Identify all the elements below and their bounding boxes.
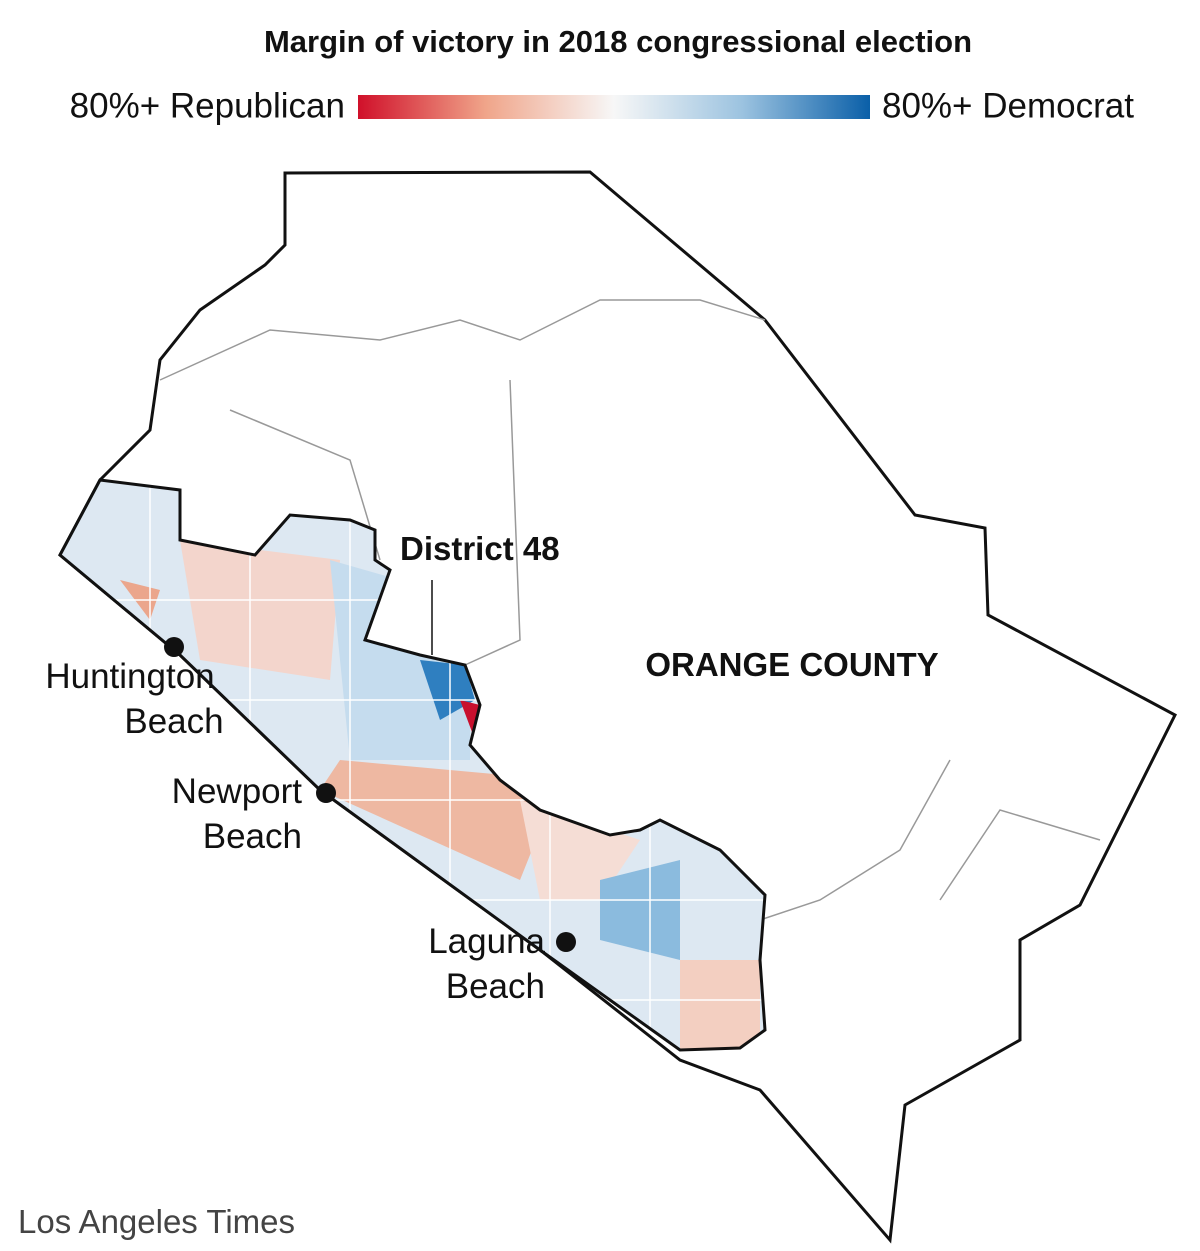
county-outline: [58, 170, 1177, 1244]
city-label: Laguna: [428, 922, 545, 961]
legend-left: 80%+ Republican: [70, 86, 345, 125]
district-label: District 48: [400, 530, 560, 567]
district-borders: [159, 299, 1101, 921]
legend-bar: [358, 95, 870, 119]
credit: Los Angeles Times: [18, 1203, 295, 1240]
city-label: Huntington: [45, 657, 214, 696]
city-label: Beach: [446, 967, 545, 1006]
city-label: Beach: [203, 817, 302, 856]
district-outline: [58, 478, 767, 1052]
title: Margin of victory in 2018 congressional …: [264, 24, 972, 59]
city-dot: [556, 932, 576, 952]
city-dot: [164, 637, 184, 657]
city-label: Beach: [124, 702, 223, 741]
legend-right: 80%+ Democrat: [882, 86, 1134, 125]
city-dot: [316, 783, 336, 803]
county-label: ORANGE COUNTY: [645, 646, 938, 683]
city-label: Newport: [172, 772, 303, 811]
